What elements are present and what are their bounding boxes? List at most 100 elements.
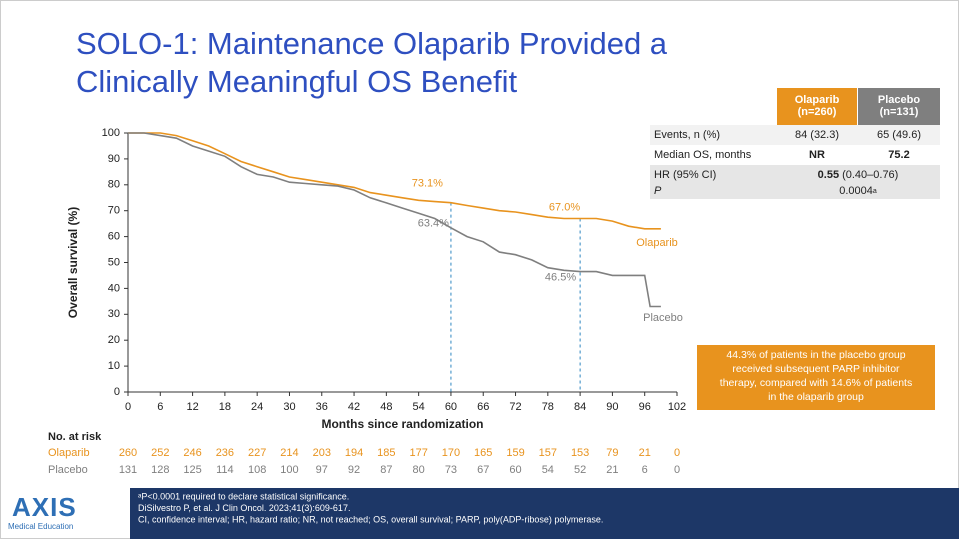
x-tick-label: 72 — [509, 401, 521, 413]
risk-count: 157 — [539, 447, 557, 459]
x-tick-label: 78 — [542, 401, 554, 413]
risk-count: 21 — [639, 447, 651, 459]
risk-count: 114 — [216, 464, 234, 476]
table-header: (n=260) — [798, 106, 837, 118]
risk-count: 246 — [183, 447, 201, 459]
y-tick-label: 0 — [114, 386, 120, 398]
p-note: a — [873, 188, 877, 195]
footnote: ᵃP<0.0001 required to declare statistica… — [138, 491, 349, 501]
x-tick-label: 60 — [445, 401, 457, 413]
y-tick-label: 40 — [108, 282, 120, 294]
logo: AXIS — [12, 492, 77, 522]
risk-count: 0 — [674, 447, 680, 459]
logo-subtitle: Medical Education — [8, 522, 73, 531]
table-cell: NR — [809, 149, 825, 161]
survival-curve — [128, 132, 661, 230]
x-tick-label: 102 — [668, 401, 686, 413]
footer-band — [130, 488, 959, 539]
y-tick-label: 60 — [108, 231, 120, 243]
risk-row-name: Olaparib — [48, 447, 90, 459]
table-header: (n=131) — [880, 106, 919, 118]
x-tick-label: 54 — [413, 401, 425, 413]
footnote: CI, confidence interval; HR, hazard rati… — [138, 514, 603, 524]
y-tick-label: 50 — [108, 256, 120, 268]
y-tick-label: 20 — [108, 334, 120, 346]
annotation: 46.5% — [545, 271, 576, 283]
table-header: Olaparib — [795, 94, 840, 106]
title: SOLO-1: Maintenance Olaparib Provided a — [76, 26, 668, 61]
risk-count: 125 — [183, 464, 201, 476]
risk-count: 52 — [574, 464, 586, 476]
risk-count: 194 — [345, 447, 363, 459]
risk-count: 159 — [506, 447, 524, 459]
table-cell: 65 (49.6) — [877, 129, 921, 141]
x-tick-label: 24 — [251, 401, 263, 413]
risk-count: 67 — [477, 464, 489, 476]
risk-table-title: No. at risk — [48, 431, 102, 443]
y-tick-label: 100 — [102, 127, 120, 139]
x-tick-label: 6 — [157, 401, 163, 413]
risk-count: 0 — [674, 464, 680, 476]
x-tick-label: 0 — [125, 401, 131, 413]
y-axis-label: Overall survival (%) — [66, 207, 80, 318]
hr-ci: (0.40–0.76) — [842, 169, 898, 181]
risk-count: 177 — [409, 447, 427, 459]
table-row — [650, 165, 940, 185]
series-label: Placebo — [643, 312, 683, 324]
annotation: 73.1% — [412, 178, 443, 190]
y-tick-label: 80 — [108, 179, 120, 191]
x-tick-label: 30 — [283, 401, 295, 413]
risk-count: 153 — [571, 447, 589, 459]
y-tick-label: 10 — [108, 360, 120, 372]
table-cell: 75.2 — [888, 149, 909, 161]
y-tick-label: 70 — [108, 205, 120, 217]
risk-count: 73 — [445, 464, 457, 476]
callout-text: therapy, compared with 14.6% of patients — [720, 377, 912, 389]
table-label: Events, n (%) — [654, 129, 720, 141]
risk-count: 170 — [442, 447, 460, 459]
x-tick-label: 42 — [348, 401, 360, 413]
risk-count: 214 — [280, 447, 298, 459]
table-cell: 0.0004a — [839, 185, 877, 197]
y-tick-label: 30 — [108, 308, 120, 320]
risk-count: 128 — [151, 464, 169, 476]
callout-text: received subsequent PARP inhibitor — [732, 363, 900, 375]
table-label: HR (95% CI) — [654, 169, 716, 181]
risk-count: 131 — [119, 464, 137, 476]
table-row — [650, 125, 940, 145]
x-tick-label: 18 — [219, 401, 231, 413]
callout-text: 44.3% of patients in the placebo group — [726, 349, 905, 361]
table-header: Placebo — [878, 94, 920, 106]
x-tick-label: 66 — [477, 401, 489, 413]
x-tick-label: 90 — [606, 401, 618, 413]
risk-count: 108 — [248, 464, 266, 476]
y-tick-label: 90 — [108, 153, 120, 165]
risk-count: 6 — [642, 464, 648, 476]
x-tick-label: 36 — [316, 401, 328, 413]
table-label: Median OS, months — [654, 149, 752, 161]
x-tick-label: 12 — [186, 401, 198, 413]
p-value: 0.0004 — [839, 185, 873, 197]
survival-curve — [128, 132, 661, 308]
risk-count: 185 — [377, 447, 395, 459]
x-tick-label: 96 — [639, 401, 651, 413]
risk-count: 100 — [280, 464, 298, 476]
risk-count: 203 — [313, 447, 331, 459]
table-header-cell — [858, 88, 940, 125]
annotation: 63.4% — [418, 218, 449, 230]
x-axis-label: Months since randomization — [321, 417, 483, 431]
series-label: Olaparib — [636, 237, 678, 249]
hr-value: 0.55 — [818, 169, 839, 181]
risk-count: 79 — [606, 447, 618, 459]
risk-count: 252 — [151, 447, 169, 459]
risk-count: 21 — [606, 464, 618, 476]
x-tick-label: 84 — [574, 401, 586, 413]
table-header-cell — [777, 88, 857, 125]
risk-count: 165 — [474, 447, 492, 459]
risk-count: 87 — [380, 464, 392, 476]
risk-count: 260 — [119, 447, 137, 459]
risk-count: 80 — [413, 464, 425, 476]
title: Clinically Meaningful OS Benefit — [76, 64, 517, 99]
risk-count: 54 — [542, 464, 554, 476]
